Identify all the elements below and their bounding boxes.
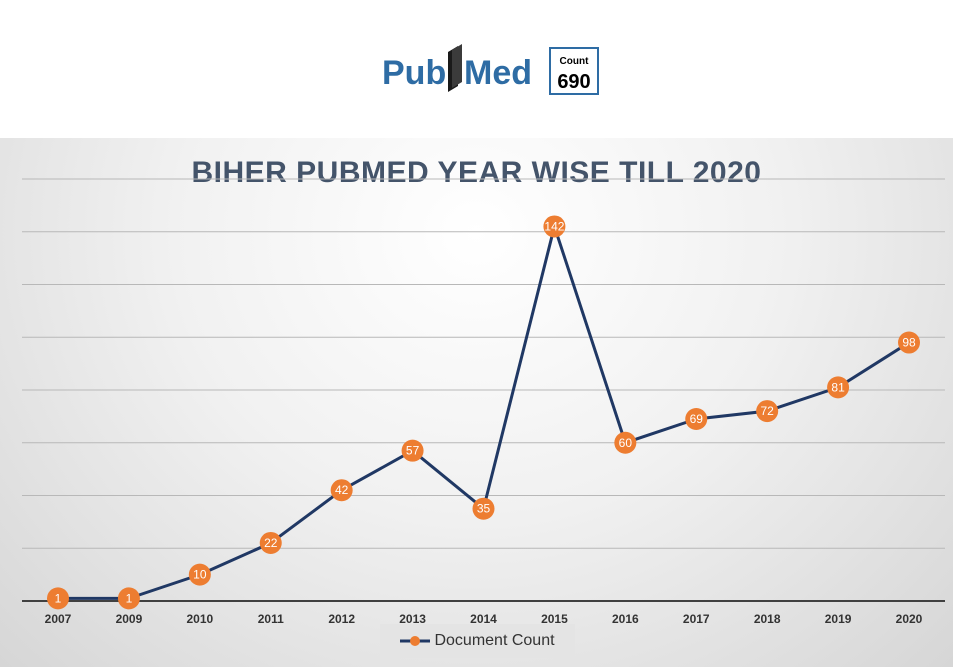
data-point xyxy=(117,587,140,610)
x-tick-label: 2020 xyxy=(896,612,923,626)
data-point xyxy=(47,587,69,610)
data-point xyxy=(188,563,211,586)
data-label: 69 xyxy=(690,412,704,426)
data-point xyxy=(543,215,566,238)
data-point xyxy=(614,431,637,454)
x-tick-label: 2011 xyxy=(258,612,284,626)
data-point xyxy=(401,439,424,462)
x-tick-label: 2014 xyxy=(470,612,497,626)
data-point xyxy=(330,479,353,502)
data-point xyxy=(685,408,708,431)
x-tick-label: 2015 xyxy=(541,612,568,626)
legend-swatch xyxy=(400,636,431,646)
gridlines xyxy=(22,178,945,549)
series-line-layer xyxy=(58,224,910,600)
series-line xyxy=(58,224,910,600)
data-label: 60 xyxy=(619,436,633,450)
x-tick-label: 2017 xyxy=(683,612,710,626)
legend-label: Document Count xyxy=(434,632,555,649)
x-axis: 2007 2009 2010 2011 2012 2013 2014 2015 2016 2017… xyxy=(22,600,945,626)
logo-pub-text: Pub xyxy=(382,54,446,92)
data-point xyxy=(259,531,282,554)
data-label: 42 xyxy=(335,483,349,497)
x-tick-label: 2012 xyxy=(328,612,355,626)
data-point xyxy=(756,400,779,423)
data-label: 1 xyxy=(126,591,133,605)
logo-med-text: Med xyxy=(464,54,532,92)
data-label: 57 xyxy=(406,444,420,458)
x-tick-label: 2018 xyxy=(754,612,781,626)
chart-title: BIHER PUBMED YEAR WISE TILL 2020 xyxy=(191,156,762,189)
data-point xyxy=(472,497,495,520)
data-markers: 1 1 10 22 42 57 35 142 60 69 72 81 98 xyxy=(47,215,920,610)
count-value: 690 xyxy=(557,71,590,93)
x-tick-label: 2019 xyxy=(825,612,852,626)
count-label: Count xyxy=(560,56,590,67)
data-point xyxy=(827,376,850,399)
book-icon xyxy=(448,44,462,92)
pubmed-logo: Pub Med Count 690 xyxy=(382,44,599,95)
legend: Document Count xyxy=(380,624,575,658)
data-label: 10 xyxy=(193,568,207,582)
chart-area: BIHER PUBMED YEAR WISE TILL 2020 2007 200… xyxy=(0,138,953,667)
x-tick-label: 2007 xyxy=(45,612,72,626)
x-tick-label: 2010 xyxy=(186,612,213,626)
line-chart: 2007 2009 2010 2011 2012 2013 2014 2015 2016 2017… xyxy=(22,178,945,626)
data-label: 81 xyxy=(831,380,845,394)
x-tick-label: 2016 xyxy=(612,612,639,626)
data-label: 35 xyxy=(477,502,491,516)
data-label: 72 xyxy=(760,404,774,418)
data-label: 1 xyxy=(55,591,62,605)
count-box xyxy=(549,47,599,95)
data-label: 22 xyxy=(264,536,278,550)
x-tick-label: 2013 xyxy=(399,612,426,626)
data-label: 142 xyxy=(544,219,564,233)
header: Pub Med Count 690 xyxy=(0,0,953,138)
data-label: 98 xyxy=(902,336,916,350)
x-tick-label: 2009 xyxy=(116,612,143,626)
data-point xyxy=(898,331,920,354)
